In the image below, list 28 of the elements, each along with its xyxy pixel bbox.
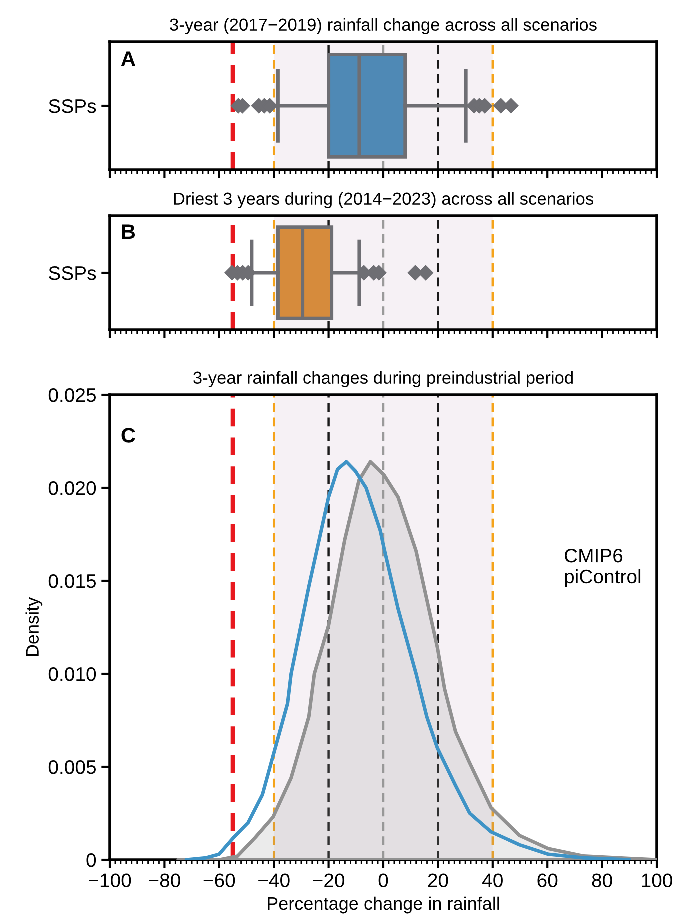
x-tick-label: 100	[642, 874, 672, 888]
x-tick-label: 20	[428, 874, 448, 888]
x-tick-label: −100	[89, 874, 132, 888]
x-tick-label: 40	[482, 874, 503, 888]
y-tick-label: 0.025	[48, 388, 96, 402]
annotation: CMIP6 piControl	[564, 548, 641, 588]
annotation: B	[122, 224, 136, 240]
y-axis-title: Density	[26, 597, 43, 656]
annotation: C	[122, 428, 136, 443]
x-tick-label: −20	[313, 874, 345, 888]
y-tick-label: 0	[86, 853, 96, 868]
x-tick-label: −60	[204, 874, 236, 888]
annotation: A	[121, 52, 136, 66]
y-tick-label: 0.010	[48, 667, 96, 682]
y-tick-label: 0.015	[48, 574, 96, 588]
chart-title: 3-year (2017−2019) rainfall change across all scenarios	[170, 18, 597, 34]
chart-title: 3-year rainfall changes during preindustrial period	[194, 371, 573, 388]
x-axis-title: Percentage change in rainfall	[268, 896, 500, 914]
y-tick-label: SSPs	[49, 266, 96, 280]
chart-title: Driest 3 years during (2014−2023) across all scenarios	[174, 192, 594, 208]
x-tick-label: 80	[592, 874, 612, 888]
x-tick-label: −40	[258, 874, 290, 888]
x-tick-label: 0	[378, 874, 388, 888]
y-tick-label: SSPs	[49, 99, 96, 114]
y-tick-label: 0.020	[48, 481, 96, 496]
y-tick-label: 0.005	[48, 760, 96, 774]
x-tick-label: 60	[538, 874, 558, 888]
x-tick-label: −80	[149, 874, 180, 888]
